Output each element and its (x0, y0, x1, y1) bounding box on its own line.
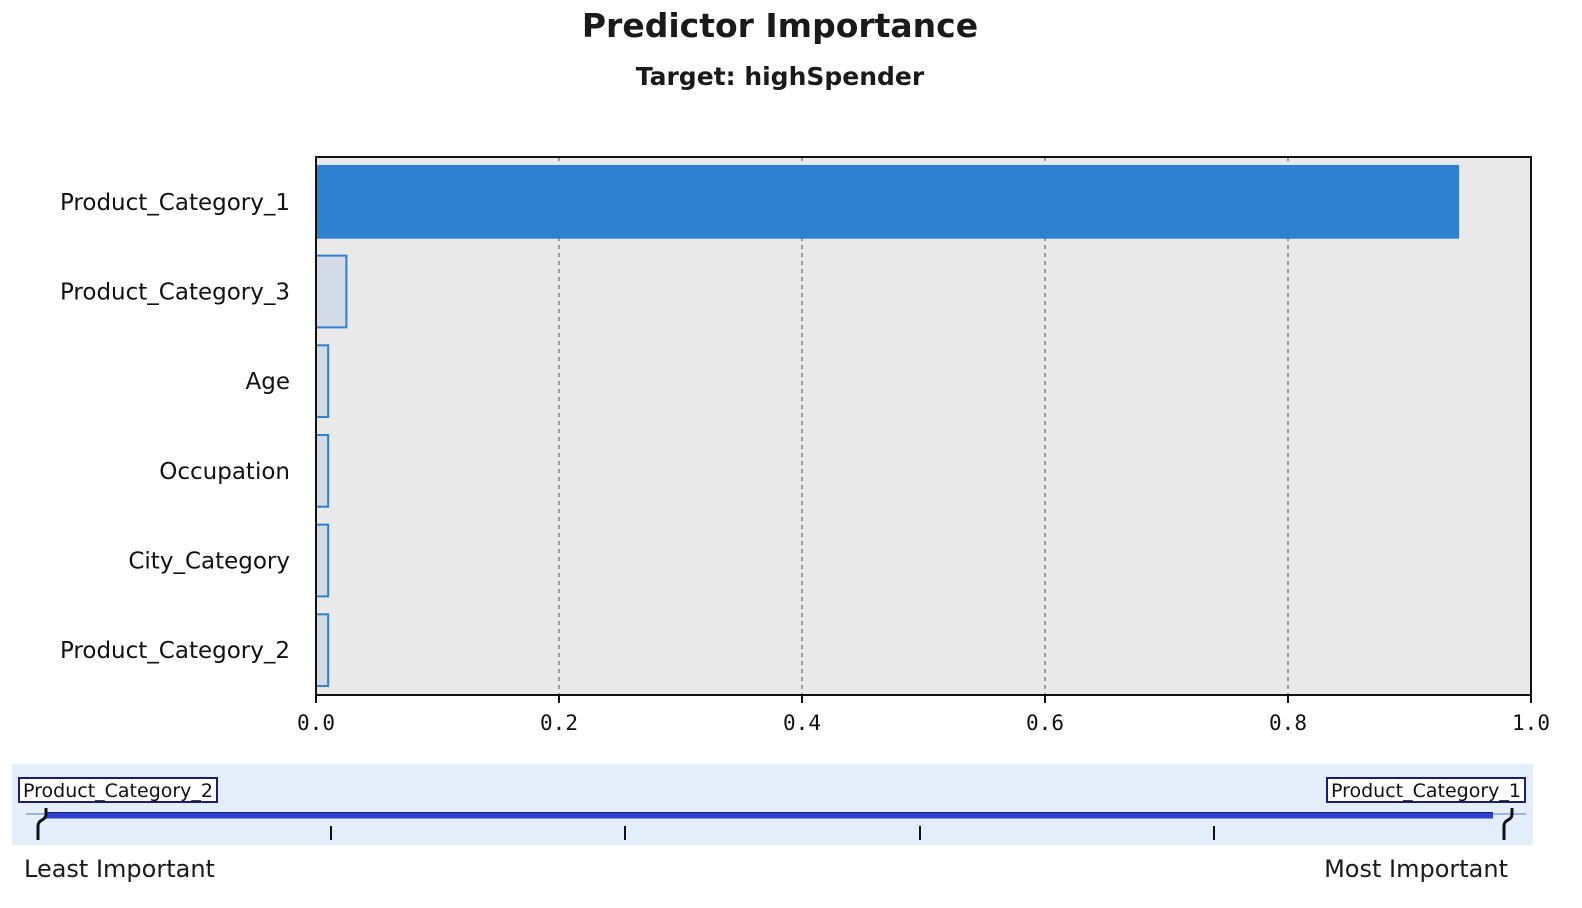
slider-left-handle[interactable] (34, 806, 48, 842)
slider-tick (624, 826, 626, 840)
plot-background (316, 157, 1531, 695)
category-label: Product_Category_3 (60, 280, 290, 306)
category-labels: Product_Category_1 Product_Category_3 Age O… (60, 190, 290, 664)
category-label: Occupation (159, 459, 290, 485)
x-tick-label: 0.0 (297, 711, 335, 735)
chart-title: Predictor Importance (581, 6, 979, 45)
chart-subtitle: Target: highSpender (635, 62, 925, 91)
bar[interactable] (315, 344, 330, 419)
slider-tick (919, 826, 921, 840)
slider-max-label: Product_Category_1 (1325, 777, 1526, 803)
slider-min-label: Product_Category_2 (18, 777, 219, 803)
predictor-importance-chart: Product_Category_1 Product_Category_3 Age O… (60, 156, 1550, 735)
slider-tick (1213, 826, 1215, 840)
category-label: Product_Category_1 (60, 190, 290, 216)
x-tick-label: 0.4 (783, 711, 821, 735)
bars (315, 164, 1460, 688)
plot-border (315, 156, 1532, 696)
importance-slider-panel (12, 764, 1533, 845)
bar[interactable] (315, 164, 1460, 239)
grid-lines (558, 157, 1289, 695)
bar[interactable] (315, 523, 330, 598)
category-label: Product_Category_2 (60, 638, 290, 664)
most-important-label: Most Important (1324, 855, 1508, 883)
x-axis-ticks: 0.0 0.2 0.4 0.6 0.8 1.0 (297, 695, 1550, 735)
category-label: City_Category (128, 549, 290, 575)
slider-track[interactable] (46, 812, 1493, 819)
category-label: Age (246, 369, 290, 395)
slider-right-handle[interactable] (1500, 806, 1514, 842)
bar[interactable] (315, 254, 348, 329)
least-important-label: Least Important (24, 855, 215, 883)
bar[interactable] (315, 613, 330, 688)
bar[interactable] (315, 433, 330, 508)
x-tick-label: 0.6 (1026, 711, 1064, 735)
x-tick-label: 0.2 (540, 711, 578, 735)
x-tick-label: 1.0 (1512, 711, 1550, 735)
x-tick-label: 0.8 (1269, 711, 1307, 735)
slider-tick (330, 826, 332, 840)
